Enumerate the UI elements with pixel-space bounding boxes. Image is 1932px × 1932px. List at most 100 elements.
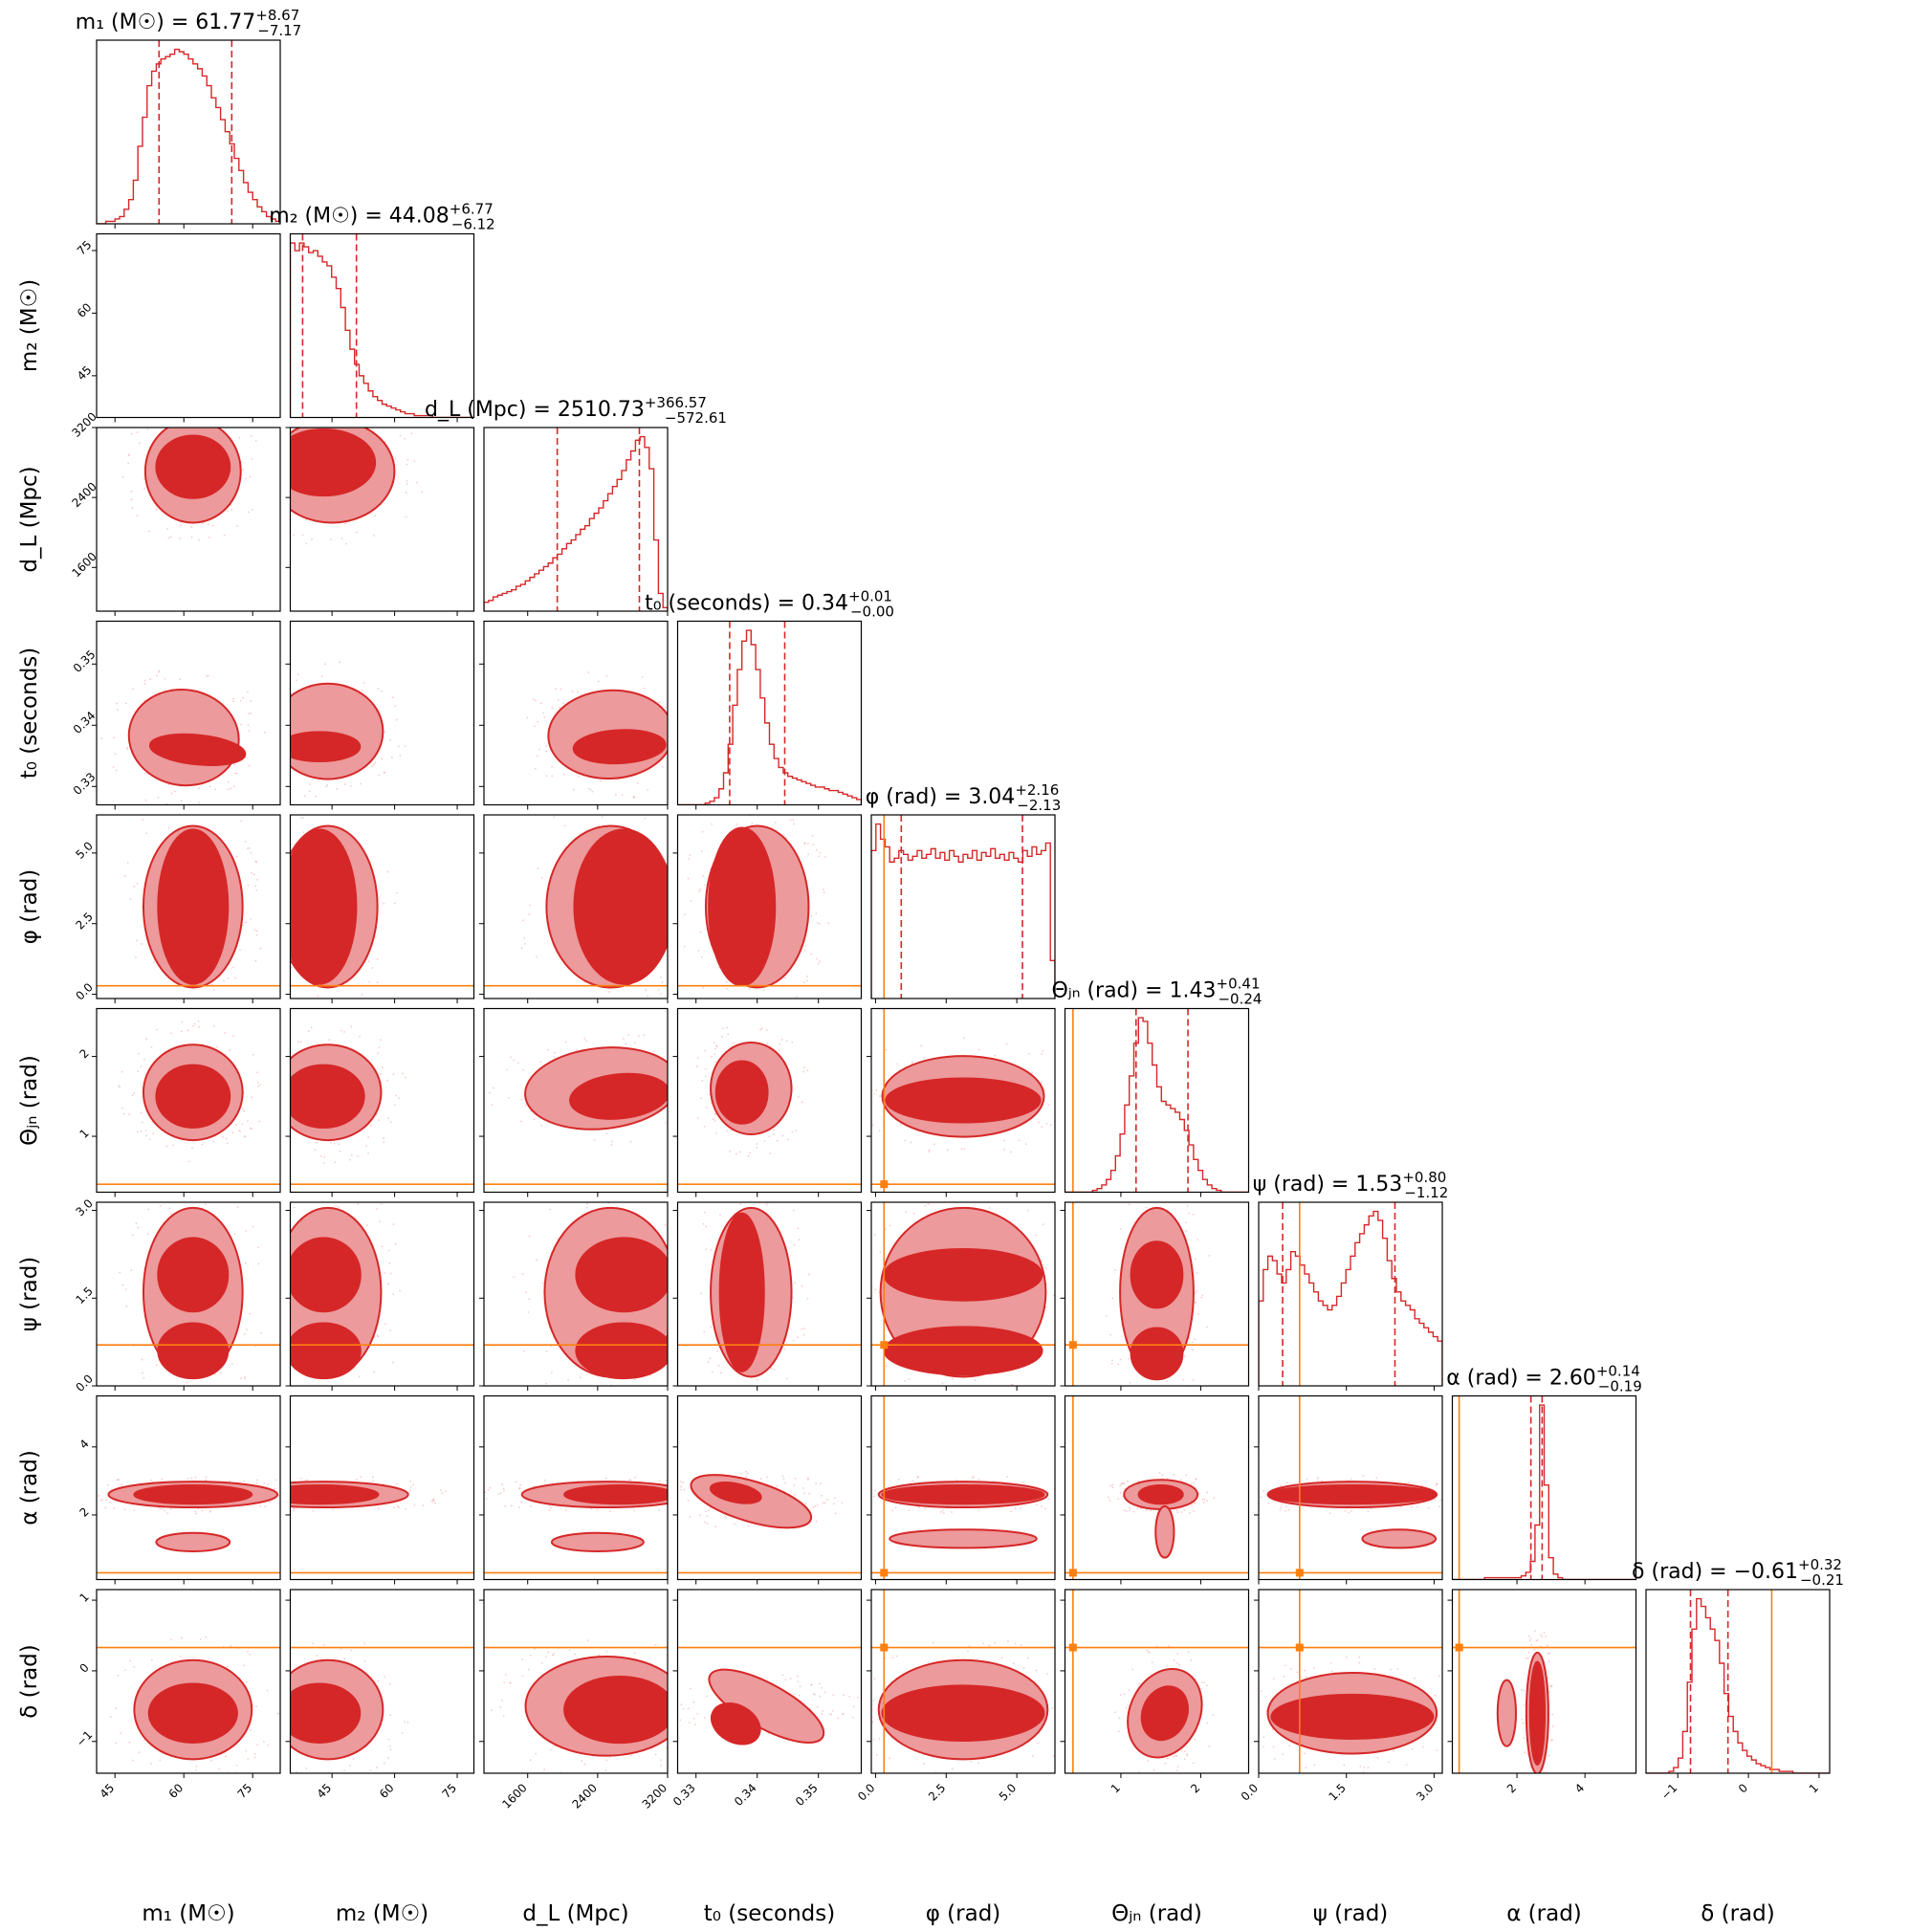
sample-dot — [1041, 1505, 1043, 1507]
sample-dot — [988, 1644, 991, 1647]
sample-dot — [323, 1156, 326, 1158]
sample-dot — [150, 1658, 153, 1661]
sample-dot — [295, 679, 297, 682]
sample-dot — [605, 1132, 608, 1134]
sample-dot — [1187, 1651, 1190, 1654]
sample-dot — [213, 1025, 215, 1027]
sample-dot — [242, 469, 245, 471]
sample-dot — [689, 854, 692, 857]
sample-dot — [634, 1476, 637, 1479]
sample-dot — [396, 1482, 398, 1485]
sample-dot — [908, 1509, 911, 1512]
inner-contour — [147, 1682, 238, 1744]
sample-dot — [1176, 1653, 1179, 1655]
hist-m2 — [290, 242, 474, 418]
sample-dot — [368, 980, 371, 983]
sample-dot — [247, 713, 250, 715]
sample-dot — [664, 1223, 667, 1226]
sample-dot — [821, 1494, 823, 1497]
sample-dot — [830, 1713, 833, 1716]
sample-dot — [706, 1522, 709, 1525]
sample-dot — [796, 1675, 799, 1678]
sample-dot — [765, 1029, 768, 1031]
sample-dot — [727, 1033, 730, 1036]
sample-dot — [1183, 1508, 1186, 1511]
sample-dot — [244, 841, 247, 844]
sample-dot — [658, 1508, 661, 1511]
inner-contour — [157, 1237, 230, 1313]
sample-dot — [1367, 1510, 1370, 1513]
sample-dot — [749, 1152, 752, 1154]
sample-dot — [1043, 1507, 1046, 1510]
sample-dot — [1020, 1507, 1022, 1509]
sample-dot — [1121, 1482, 1124, 1485]
sample-dot — [1376, 1756, 1379, 1759]
sample-dot — [1523, 1703, 1526, 1706]
panel-frame — [870, 1394, 1056, 1581]
sample-dot — [383, 903, 385, 905]
truth-marker — [880, 1180, 889, 1189]
sample-dot — [359, 1035, 361, 1038]
sample-dot — [598, 824, 600, 827]
sample-dot — [963, 1148, 966, 1151]
sample-dot — [1005, 1043, 1008, 1045]
sample-dot — [1533, 1648, 1536, 1651]
sample-dot — [810, 1683, 813, 1686]
sample-dot — [143, 1376, 145, 1379]
sample-dot — [128, 1741, 131, 1744]
sample-dot — [815, 912, 818, 915]
inner-contour — [157, 828, 230, 985]
panel-frame — [1258, 1201, 1443, 1387]
sample-dot — [1525, 1657, 1527, 1659]
sample-dot — [645, 989, 647, 991]
sample-dot — [807, 853, 810, 856]
sample-dot — [539, 1061, 542, 1064]
sample-dot — [795, 996, 798, 999]
sample-dot — [307, 1030, 310, 1032]
panel-frame — [1258, 1589, 1443, 1774]
sample-dot — [747, 1525, 750, 1527]
sample-dot — [1186, 1205, 1189, 1207]
sample-dot — [692, 1701, 695, 1703]
sample-dot — [376, 1334, 379, 1337]
outer-contour — [550, 1531, 645, 1552]
sample-dot — [125, 1305, 128, 1307]
sample-dot — [156, 1028, 158, 1031]
sample-dot — [234, 977, 237, 979]
sample-dot — [304, 1479, 307, 1482]
sample-dot — [564, 1041, 567, 1043]
inner-contour — [575, 1322, 668, 1380]
sample-dot — [146, 1233, 149, 1236]
sample-dot — [819, 960, 821, 963]
sample-dot — [1167, 1645, 1170, 1648]
sample-dot — [201, 1143, 204, 1146]
sample-dot — [1190, 1482, 1193, 1485]
panel-theta_jn-vs-dL — [479, 1007, 669, 1197]
sample-dot — [977, 1048, 980, 1051]
sample-dot — [1052, 1755, 1055, 1758]
sample-dot — [331, 1508, 334, 1511]
panel-alpha-vs-m2 — [285, 1394, 475, 1585]
sample-dot — [1010, 1151, 1012, 1153]
sample-dot — [242, 924, 245, 927]
sample-dot — [856, 1696, 859, 1699]
sample-dot — [660, 1759, 662, 1762]
sample-dot — [240, 1377, 242, 1380]
sample-dot — [680, 1485, 682, 1488]
sample-dot — [714, 1113, 716, 1116]
sample-dot — [441, 1492, 444, 1495]
sample-dot — [1521, 1718, 1524, 1721]
sample-dot — [393, 1104, 396, 1107]
sample-dot — [376, 1208, 378, 1210]
hist-panel-alpha: α (rad) = 2.60+0.14 −0.19 — [1446, 1363, 1642, 1585]
x-axis-label-psi: ψ (rad) — [1313, 1901, 1389, 1926]
sample-dot — [264, 732, 266, 734]
sample-dot — [1044, 1267, 1047, 1269]
sample-dot — [518, 1487, 521, 1489]
sample-dot — [1045, 1673, 1048, 1675]
sample-dot — [1436, 1749, 1438, 1751]
sample-dot — [404, 745, 406, 747]
sample-dot — [1284, 1509, 1287, 1512]
sample-dot — [806, 843, 809, 845]
sample-dot — [1006, 1476, 1009, 1478]
